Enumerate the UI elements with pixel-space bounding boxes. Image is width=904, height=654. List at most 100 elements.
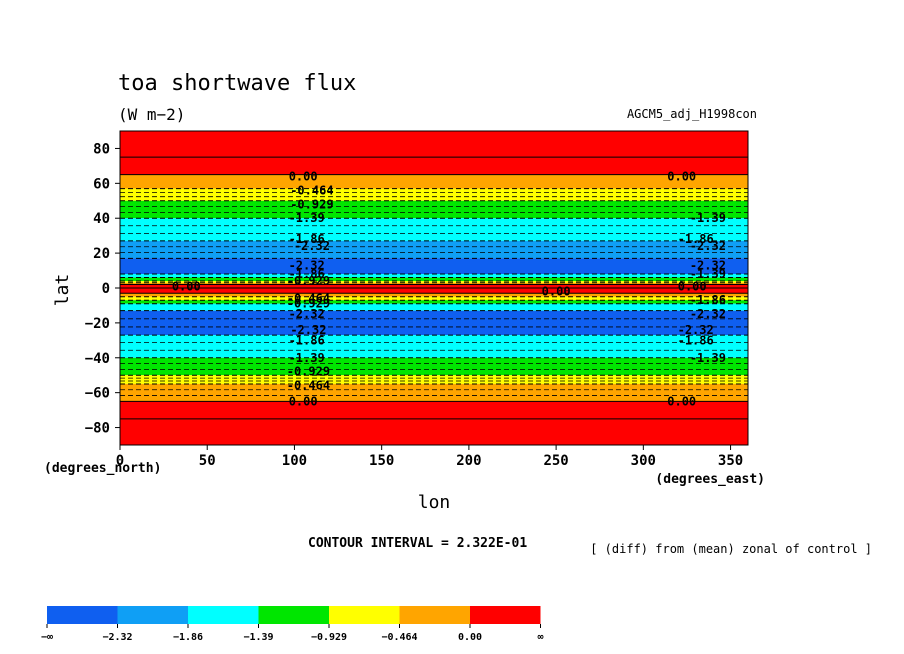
- y-tick-label: 40: [93, 211, 110, 227]
- contour-label: -1.39: [690, 211, 726, 225]
- colorbar-swatch: [470, 606, 541, 624]
- band: [120, 274, 748, 278]
- contour-label: -1.86: [690, 293, 726, 307]
- contour-lines: [120, 156, 748, 420]
- contour-label: -2.32: [289, 307, 325, 321]
- contour-label: -1.86: [678, 333, 714, 347]
- contour-label: 0.00: [289, 169, 318, 183]
- chart-units: (W m−2): [118, 105, 185, 124]
- band: [120, 383, 748, 402]
- y-tick-label: −80: [85, 421, 110, 437]
- colorbar-swatch: [117, 606, 188, 624]
- band: [120, 200, 748, 219]
- contour-label: -2.32: [290, 323, 326, 337]
- contour-interval-text: CONTOUR INTERVAL = 2.322E-01: [308, 536, 527, 551]
- chart-title: toa shortwave flux: [118, 71, 356, 96]
- contour-label: -0.929: [287, 365, 330, 379]
- colorbar-swatch: [399, 606, 470, 624]
- contour-label: -2.32: [294, 239, 330, 253]
- x-tick-label: 350: [718, 453, 743, 469]
- colorbar-label: ∞: [537, 632, 543, 643]
- band: [120, 303, 748, 311]
- contour-label: -2.32: [690, 307, 726, 321]
- y-tick-label: 80: [93, 141, 110, 157]
- x-axis-ticks: 0 50 100 150 200 250 300 350: [116, 445, 743, 469]
- plot-area: 0.00 0.00-0.464-0.929-1.39 -1.39-1.86 -1.86…: [119, 130, 749, 446]
- band: [120, 131, 748, 175]
- x-units-label: (degrees_east): [655, 472, 765, 487]
- contour-label: -0.929: [287, 297, 330, 311]
- colorbar-label: 0.00: [458, 632, 482, 643]
- band: [120, 188, 748, 201]
- contour-label: -1.86: [289, 232, 325, 246]
- colorbar-label: −1.39: [243, 632, 273, 643]
- band: [120, 240, 748, 259]
- y-tick-label: −60: [85, 386, 110, 402]
- colorbar-label: −∞: [41, 632, 53, 643]
- y-axis-label: lat: [52, 274, 73, 307]
- contour-label: -2.32: [289, 258, 325, 272]
- y-tick-label: −40: [85, 351, 110, 367]
- band: [120, 282, 748, 285]
- band: [120, 300, 748, 304]
- contour-label: -1.39: [289, 351, 325, 365]
- contour-label: -1.86: [678, 232, 714, 246]
- colorbar-swatch: [188, 606, 259, 624]
- band: [120, 401, 748, 445]
- contour-label: -2.32: [678, 323, 714, 337]
- contour-label: -0.464: [287, 291, 330, 305]
- colorbar: −∞ −2.32 −1.86 −1.39 −0.929 −0.464 0.00 ∞: [41, 606, 544, 643]
- colorbar-swatch: [329, 606, 400, 624]
- contour-labels: 0.00 0.00-0.464-0.929-1.39 -1.39-1.86 -1.86…: [172, 169, 726, 408]
- y-tick-label: −20: [85, 316, 110, 332]
- colorbar-swatch: [258, 606, 329, 624]
- contour-label: -1.39: [289, 211, 325, 225]
- y-tick-label: 60: [93, 176, 110, 192]
- contour-label: -1.39: [690, 267, 726, 281]
- contour-label: -0.929: [290, 197, 333, 211]
- colorbar-label: −0.929: [311, 632, 347, 643]
- band: [120, 258, 748, 275]
- band: [120, 296, 748, 301]
- band: [120, 281, 748, 283]
- y-units-label: (degrees_north): [44, 461, 161, 476]
- colorbar-swatch: [47, 606, 118, 624]
- x-axis-label: lon: [418, 492, 451, 513]
- contour-label: -1.39: [690, 351, 726, 365]
- contour-label: 0.00: [172, 279, 201, 293]
- contour-label: -0.929: [287, 274, 330, 288]
- x-tick-label: 100: [282, 453, 307, 469]
- colorbar-label: −2.32: [102, 632, 132, 643]
- diff-note: [ (diff) from (mean) zonal of control ]: [590, 542, 872, 556]
- x-tick-label: 200: [456, 453, 481, 469]
- y-axis-ticks: 80 60 40 20 0 −20 −40 −60 −80: [85, 141, 120, 437]
- contour-label: 0.00: [289, 394, 318, 408]
- contour-label: -0.464: [290, 183, 333, 197]
- band: [120, 174, 748, 189]
- contour-label: 0.00: [678, 279, 707, 293]
- contour-label: -1.86: [289, 267, 325, 281]
- contour-label: -2.32: [690, 239, 726, 253]
- experiment-label: AGCM5_adj_H1998con: [627, 107, 757, 121]
- contour-label: 0.00: [542, 284, 571, 298]
- band: [120, 218, 748, 241]
- x-tick-label: 0: [116, 453, 124, 469]
- y-tick-label: 0: [102, 281, 110, 297]
- band: [120, 284, 748, 294]
- colorbar-label: −0.464: [381, 632, 417, 643]
- band: [120, 310, 748, 336]
- band: [120, 293, 748, 297]
- contour-label: 0.00: [667, 394, 696, 408]
- band: [120, 335, 748, 358]
- x-tick-label: 150: [369, 453, 394, 469]
- colorbar-label: −1.86: [173, 632, 203, 643]
- band: [120, 277, 748, 282]
- band: [120, 357, 748, 376]
- contour-label: -1.86: [289, 333, 325, 347]
- contour-label: -0.464: [287, 379, 330, 393]
- contour-label: -2.32: [690, 258, 726, 272]
- x-tick-label: 250: [543, 453, 568, 469]
- contour-label: 0.00: [667, 169, 696, 183]
- x-tick-label: 300: [631, 453, 656, 469]
